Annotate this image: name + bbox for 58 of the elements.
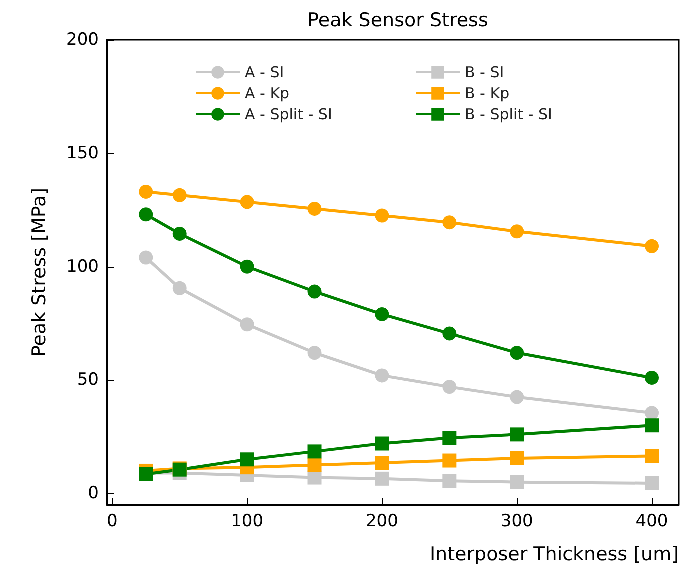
x-tick-label: 400 (636, 512, 668, 532)
point (240, 318, 254, 332)
x-tick-label: 0 (106, 512, 118, 532)
point (375, 436, 390, 451)
legend-label: A - Kp (245, 84, 290, 102)
point (442, 380, 457, 394)
chart-title: Peak Sensor Stress (308, 10, 488, 32)
point (645, 239, 660, 254)
point (510, 452, 524, 466)
point (645, 449, 660, 464)
legend-label: B - Kp (465, 84, 510, 102)
x-axis-title: Interposer Thickness [um] (430, 544, 679, 566)
point (375, 456, 390, 470)
x-tick-label: 100 (231, 512, 264, 532)
legend-label: A - Split - SI (245, 106, 332, 124)
point (139, 184, 154, 199)
point (645, 476, 660, 490)
point (172, 226, 187, 241)
y-tick-label: 150 (66, 143, 99, 164)
point (308, 202, 322, 216)
point (375, 368, 390, 383)
point (510, 346, 524, 360)
y-axis-title: Peak Stress [MPa] (28, 188, 50, 358)
point (645, 418, 660, 433)
point (645, 406, 660, 420)
point (375, 307, 390, 322)
point (139, 250, 154, 265)
point (240, 195, 254, 210)
point (442, 216, 457, 230)
point (172, 281, 187, 296)
point (510, 475, 524, 490)
point (139, 208, 154, 222)
point (442, 326, 457, 341)
y-tick-label: 50 (77, 370, 99, 390)
point (375, 472, 390, 486)
point (510, 428, 524, 442)
legend-label: B - Split - SI (465, 106, 552, 124)
point (308, 458, 322, 472)
x-tick-label: 300 (500, 512, 534, 532)
point (645, 370, 660, 385)
legend-label: B - SI (465, 64, 504, 82)
point (240, 260, 254, 274)
point (308, 444, 322, 459)
point (308, 346, 322, 360)
y-tick-label: 100 (66, 256, 99, 277)
point (510, 224, 524, 239)
point (240, 452, 254, 467)
y-tick-label: 0 (88, 484, 99, 504)
legend-label: A - SI (245, 64, 284, 82)
point (375, 208, 390, 223)
point (442, 431, 457, 446)
point (308, 284, 322, 299)
y-tick-label: 200 (66, 30, 99, 50)
point (442, 454, 457, 468)
point (510, 390, 524, 404)
x-tick-label: 200 (366, 512, 398, 532)
point (442, 474, 457, 488)
point (172, 188, 187, 202)
